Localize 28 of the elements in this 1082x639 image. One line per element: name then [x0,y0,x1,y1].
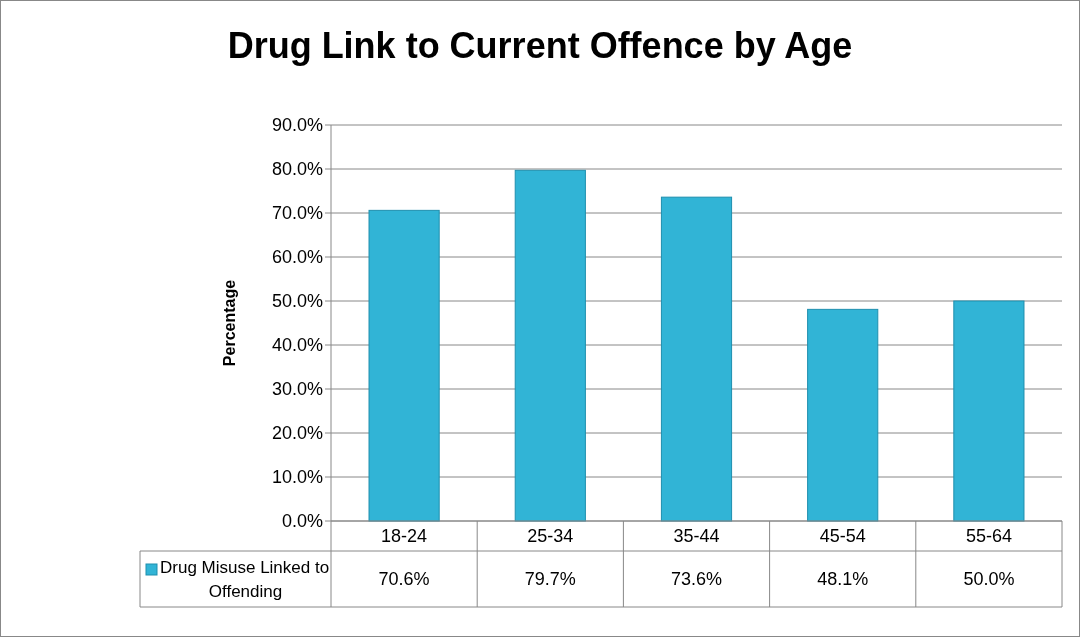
y-tick-label: 20.0% [271,423,323,444]
bar [807,308,879,522]
y-tick-label: 0.0% [281,511,323,532]
y-tick-label: 80.0% [271,159,323,180]
x-tick-label: 55-64 [965,526,1012,547]
x-tick-label: 25-34 [527,526,574,547]
data-label: 79.7% [524,569,576,590]
data-label: 50.0% [963,569,1015,590]
y-axis-title: Percentage [221,279,238,367]
bar [953,300,1025,522]
bar [660,196,733,522]
x-tick-label: 35-44 [673,526,720,547]
y-tick-label: 50.0% [271,291,323,312]
data-label: 48.1% [817,569,869,590]
chart-title: Drug Link to Current Offence by Age [227,25,853,66]
data-label: 70.6% [378,569,430,590]
y-tick-label: 10.0% [271,467,323,488]
legend-label: Drug Misuse Linked to Offending [160,558,330,601]
data-label: 73.6% [670,569,723,590]
y-tick-label: 90.0% [271,115,323,136]
y-tick-label: 40.0% [271,335,323,356]
x-tick-label: 45-54 [819,526,866,547]
bar [368,209,440,522]
y-tick-label: 70.0% [271,203,323,224]
y-tick-label: 60.0% [271,247,323,268]
y-tick-label: 30.0% [271,379,323,400]
x-tick-label: 18-24 [381,526,428,547]
bar [514,169,586,522]
